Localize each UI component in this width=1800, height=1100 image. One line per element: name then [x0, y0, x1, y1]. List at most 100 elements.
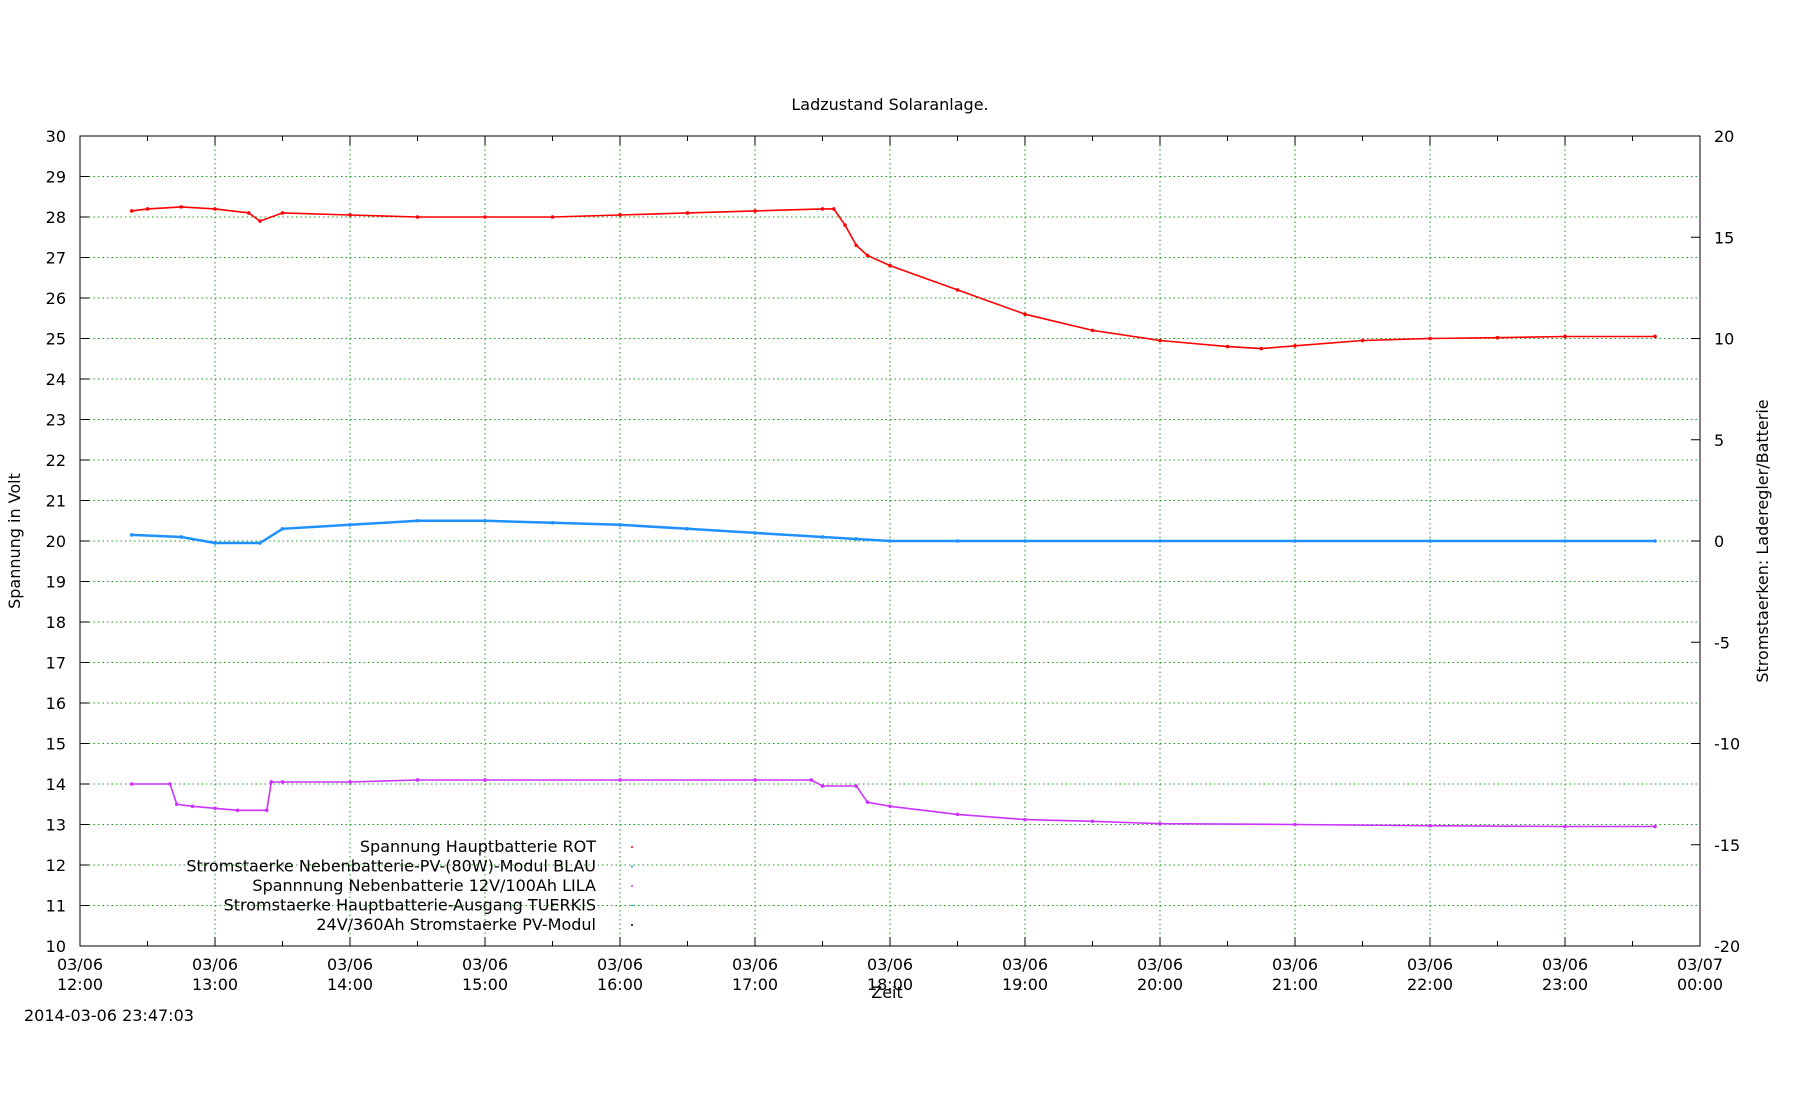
data-point — [955, 288, 960, 292]
x-tick-date: 03/06 — [462, 955, 508, 974]
data-point — [483, 518, 487, 523]
y-tick-label: 21 — [46, 492, 66, 511]
data-point — [1428, 336, 1432, 341]
data-point — [685, 211, 690, 215]
data-point — [280, 780, 285, 784]
data-point — [1158, 539, 1162, 543]
data-point — [213, 541, 217, 545]
data-point — [1225, 344, 1230, 349]
x-tick-date: 03/06 — [1272, 955, 1318, 974]
y-tick-label: 12 — [46, 856, 66, 875]
data-point — [415, 778, 420, 782]
data-point — [854, 243, 859, 248]
x-tick-date: 03/06 — [867, 955, 913, 974]
y-tick-label: 23 — [46, 411, 66, 430]
data-point — [1293, 343, 1297, 348]
data-point — [1563, 334, 1567, 339]
y-tick-label: 28 — [46, 208, 66, 227]
legend-marker — [631, 865, 633, 868]
y-tick-label: 22 — [46, 451, 66, 470]
y-tick-label: 29 — [46, 168, 66, 187]
data-point — [415, 215, 420, 219]
data-point — [1158, 821, 1162, 826]
legend-marker — [631, 924, 633, 926]
data-point — [179, 535, 184, 539]
series-line — [131, 206, 1655, 350]
data-point — [1090, 819, 1095, 824]
y2-tick-label: -5 — [1714, 633, 1730, 652]
data-point — [483, 778, 487, 782]
data-point — [831, 207, 836, 211]
x-tick-time: 12:00 — [57, 975, 103, 994]
data-point — [820, 535, 825, 539]
x-tick-date: 03/06 — [1542, 955, 1588, 974]
data-point — [843, 223, 847, 227]
data-point — [348, 780, 352, 784]
data-point — [145, 207, 150, 211]
data-point — [888, 539, 892, 543]
data-point — [1293, 539, 1297, 543]
data-point — [820, 207, 825, 211]
data-point — [854, 537, 859, 541]
x-tick-time: 22:00 — [1407, 975, 1453, 994]
x-tick-time: 14:00 — [327, 975, 373, 994]
x-tick-time: 23:00 — [1542, 975, 1588, 994]
x-axis-ticks: 03/0612:0003/0613:0003/0614:0003/0615:00… — [57, 136, 1723, 994]
data-point — [258, 541, 262, 545]
data-point — [618, 523, 622, 527]
data-point — [269, 780, 274, 784]
x-tick-time: 19:00 — [1002, 975, 1048, 994]
data-point — [550, 215, 555, 219]
y2-tick-label: -20 — [1714, 937, 1740, 956]
x-tick-date: 03/07 — [1677, 955, 1723, 974]
series-2 — [129, 518, 1657, 545]
data-point — [955, 812, 960, 817]
x-tick-time: 17:00 — [732, 975, 778, 994]
data-point — [348, 213, 352, 217]
x-tick-time: 21:00 — [1272, 975, 1318, 994]
legend-label: Spannnung Nebenbatterie 12V/100Ah LILA — [252, 876, 596, 895]
series-3 — [129, 778, 1657, 829]
data-point — [264, 808, 269, 813]
x-tick-time: 16:00 — [597, 975, 643, 994]
y-tick-label: 10 — [46, 937, 66, 956]
data-point — [415, 518, 420, 523]
y-tick-label: 20 — [46, 532, 66, 551]
data-point — [213, 207, 217, 211]
data-point — [809, 778, 814, 782]
x-tick-time: 15:00 — [462, 975, 508, 994]
data-point — [246, 211, 251, 215]
data-point — [618, 213, 622, 217]
legend-marker — [631, 904, 633, 907]
y-tick-label: 27 — [46, 249, 66, 268]
y2-axis-ticks: -20 -15 -10 -5 0 5 10 15 20 — [1691, 127, 1740, 956]
y2-tick-label: 10 — [1714, 330, 1734, 349]
data-point — [1653, 824, 1657, 829]
x-tick-time: 20:00 — [1137, 975, 1183, 994]
data-point — [129, 209, 134, 213]
y-tick-label: 14 — [46, 775, 66, 794]
data-point — [955, 539, 960, 543]
y2-axis-label: Stromstaerken: Laderegler/Batterie — [1753, 399, 1772, 682]
y-tick-label: 11 — [46, 897, 66, 916]
legend-label: Stromstaerke Nebenbatterie-PV-(80W)-Modu… — [186, 857, 596, 876]
x-tick-time: 18:00 — [867, 975, 913, 994]
y-tick-label: 30 — [46, 127, 66, 146]
y-tick-label: 18 — [46, 613, 66, 632]
data-point — [820, 784, 825, 788]
data-point — [1428, 539, 1432, 543]
y2-tick-label: 5 — [1714, 431, 1724, 450]
x-tick-date: 03/06 — [1002, 955, 1048, 974]
data-point — [753, 778, 757, 782]
data-point — [865, 253, 870, 258]
data-point — [174, 802, 179, 807]
data-point — [1428, 823, 1432, 828]
x-axis-label: Zeit — [871, 983, 903, 1002]
series-layer — [129, 205, 1657, 829]
data-point — [1259, 346, 1264, 351]
data-point — [753, 209, 757, 213]
x-tick-date: 03/06 — [192, 955, 238, 974]
data-point — [129, 533, 134, 537]
data-point — [129, 782, 134, 786]
